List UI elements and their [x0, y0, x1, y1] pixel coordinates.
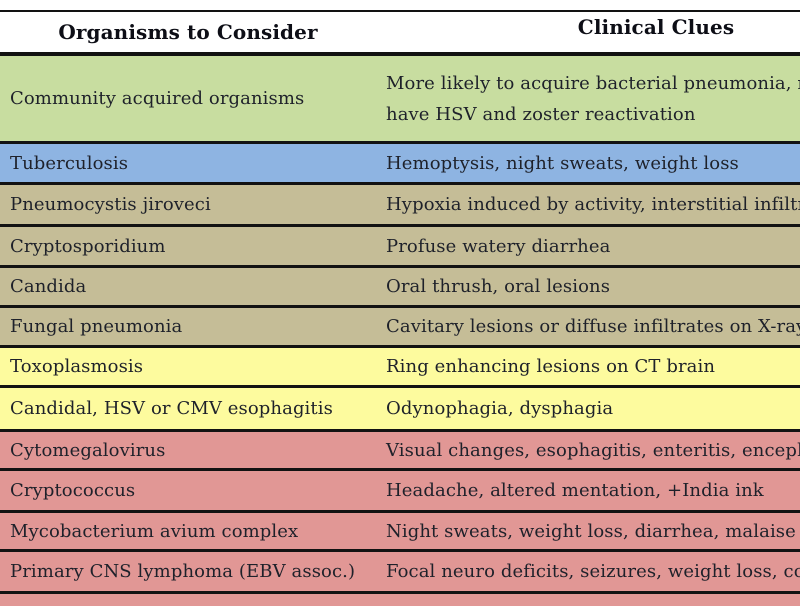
clues-cell: Odynophagia, dysphagia: [386, 398, 614, 419]
organism-cell: Cryptococcus: [10, 480, 136, 501]
table-row: Cryptosporidium Profuse watery diarrhea: [0, 227, 800, 268]
organism-cell: Mycobacterium avium complex: [10, 520, 299, 542]
organism-cell: Primary CNS lymphoma (EBV assoc.): [10, 561, 356, 582]
table-header-row: Organisms to Consider Clinical Clues: [0, 12, 800, 56]
clues-cell: More likely to acquire bacterial pneumon…: [386, 72, 800, 125]
column-header-clinical-clues: Clinical Clues: [577, 15, 735, 39]
organism-cell: [0, 594, 376, 606]
organism-cell: Toxoplasmosis: [10, 356, 144, 377]
table-row: Candidal, HSV or CMV esophagitis Odynoph…: [0, 388, 800, 432]
table-row: Tuberculosis Hemoptysis, night sweats, w…: [0, 144, 800, 185]
table-row: Toxoplasmosis Ring enhancing lesions on …: [0, 348, 800, 388]
clues-cell: Hypoxia induced by activity, interstitia…: [386, 194, 800, 215]
organism-cell: Pneumocystis jiroveci: [10, 194, 211, 215]
table-row: Primary CNS lymphoma (EBV assoc.) Focal …: [0, 552, 800, 594]
clues-cell: Focal neuro deficits, seizures, weight l…: [386, 561, 800, 582]
clues-cell: Night sweats, weight loss, diarrhea, mal…: [386, 520, 796, 542]
organism-cell: Community acquired organisms: [10, 88, 305, 109]
clues-cell: Ring enhancing lesions on CT brain: [386, 356, 716, 377]
clues-cell: [376, 594, 800, 606]
organism-cell: Candida: [10, 276, 87, 297]
clues-cell: Visual changes, esophagitis, enteritis, …: [386, 439, 800, 461]
clues-cell: Profuse watery diarrhea: [386, 235, 611, 257]
clues-cell: Headache, altered mentation, +India ink: [386, 480, 764, 501]
table-row: Mycobacterium avium complex Night sweats…: [0, 513, 800, 552]
table-row: Candida Oral thrush, oral lesions: [0, 268, 800, 308]
column-header-organisms: Organisms to Consider: [58, 20, 318, 44]
table-row: Cryptococcus Headache, altered mentation…: [0, 471, 800, 513]
table-row: Pneumocystis jiroveci Hypoxia induced by…: [0, 185, 800, 227]
clues-cell: Hemoptysis, night sweats, weight loss: [386, 152, 739, 174]
table-row: Fungal pneumonia Cavitary lesions or dif…: [0, 308, 800, 348]
organism-cell: Cytomegalovirus: [10, 439, 166, 461]
organism-cell: Tuberculosis: [10, 152, 129, 174]
table-row: Cytomegalovirus Visual changes, esophagi…: [0, 432, 800, 471]
organism-cell: Cryptosporidium: [10, 235, 166, 257]
organism-cell: Fungal pneumonia: [10, 316, 183, 337]
table-row: Community acquired organisms More likely…: [0, 56, 800, 144]
clues-cell: Oral thrush, oral lesions: [386, 276, 611, 297]
table-row-clipped: [0, 594, 800, 606]
organisms-clinical-clues-table: Organisms to Consider Clinical Clues Com…: [0, 10, 800, 606]
clues-cell: Cavitary lesions or diffuse infiltrates …: [386, 316, 800, 337]
organism-cell: Candidal, HSV or CMV esophagitis: [10, 398, 333, 419]
